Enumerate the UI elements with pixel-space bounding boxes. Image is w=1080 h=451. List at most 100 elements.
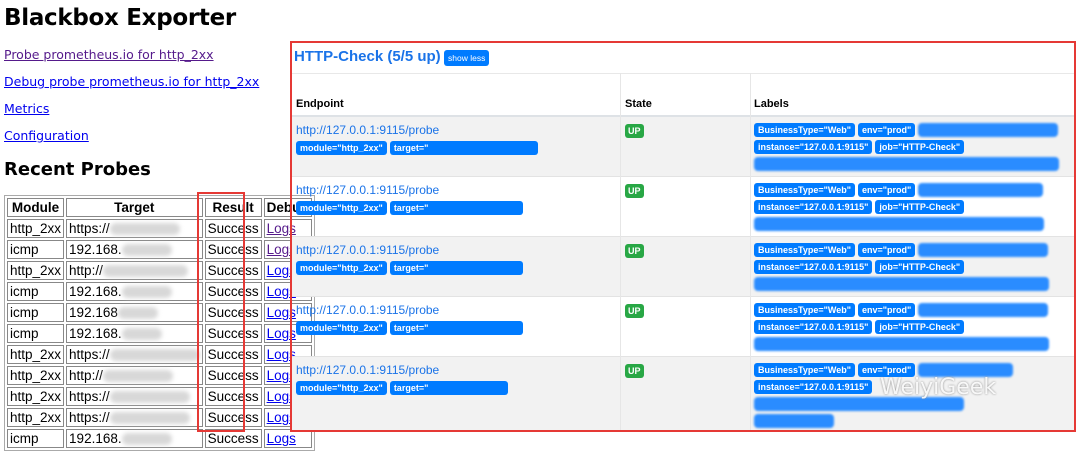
target-badge: target=" <box>389 201 524 215</box>
redacted-target <box>109 412 190 425</box>
job-title[interactable]: HTTP-Check (5/5 up) <box>294 48 441 65</box>
redacted-target <box>121 328 162 341</box>
label-env: env="prod" <box>857 123 916 137</box>
label-instance: instance="127.0.0.1:9115" <box>754 200 873 214</box>
labels: BusinessType="Web" env="prod" instance="1… <box>754 303 1074 354</box>
target-cell: https:// <box>66 345 203 364</box>
col-endpoint: Endpoint <box>296 98 344 110</box>
logs-link[interactable]: Logs <box>266 284 296 299</box>
result-cell: Success <box>204 240 262 259</box>
target-text: 192.168. <box>69 242 122 257</box>
probe-row: icmp 192.168. Success Logs <box>7 324 312 343</box>
logs-link[interactable]: Logs <box>266 326 296 341</box>
endpoint-params: module="http_2xx" target=" <box>296 261 526 279</box>
target-badge: target=" <box>389 381 509 395</box>
target-text: http:// <box>69 368 103 383</box>
target-badge: target=" <box>389 141 539 155</box>
target-cell: http:// <box>66 261 203 280</box>
result-column-highlight <box>197 192 245 432</box>
logs-link[interactable]: Logs <box>266 389 296 404</box>
redacted-label <box>918 123 1059 137</box>
debug-cell: Logs <box>263 345 312 364</box>
logs-link[interactable]: Logs <box>266 263 296 278</box>
target-cell: 192.168. <box>66 240 203 259</box>
metrics-link[interactable]: Metrics <box>4 101 50 116</box>
module-badge: module="http_2xx" <box>296 321 387 335</box>
redacted-target <box>121 244 172 257</box>
logs-link[interactable]: Logs <box>266 305 296 320</box>
result-cell: Success <box>204 324 262 343</box>
redacted-label <box>754 277 1049 291</box>
label-business-type: BusinessType="Web" <box>754 123 855 137</box>
show-less-button[interactable]: show less <box>444 50 490 66</box>
label-job: job="HTTP-Check" <box>875 140 965 154</box>
endpoint-params: module="http_2xx" target=" <box>296 201 526 219</box>
result-cell: Success <box>204 282 262 301</box>
label-env: env="prod" <box>857 183 916 197</box>
target-cell: 192.168. <box>66 324 203 343</box>
redacted-target <box>121 433 172 446</box>
logs-link[interactable]: Logs <box>266 221 296 236</box>
configuration-link[interactable]: Configuration <box>4 128 89 143</box>
probe-link[interactable]: Probe prometheus.io for http_2xx <box>4 47 214 62</box>
endpoint-params: module="http_2xx" target=" <box>296 321 526 339</box>
module-cell: http_2xx <box>7 366 65 385</box>
target-row: http://127.0.0.1:9115/probe module="http… <box>292 297 1074 357</box>
logs-link[interactable]: Logs <box>266 410 296 425</box>
state-badge: UP <box>625 304 644 318</box>
target-text: 192.168 <box>69 305 118 320</box>
result-cell: Success <box>204 303 262 322</box>
target-row: http://127.0.0.1:9115/probe module="http… <box>292 357 1074 430</box>
target-row: http://127.0.0.1:9115/probe module="http… <box>292 117 1074 177</box>
target-text: https:// <box>69 221 110 236</box>
endpoint-link[interactable]: http://127.0.0.1:9115/probe <box>296 183 440 197</box>
label-env: env="prod" <box>857 243 916 257</box>
redacted-label <box>918 303 1049 317</box>
endpoint-link[interactable]: http://127.0.0.1:9115/probe <box>296 123 440 137</box>
result-cell: Success <box>204 219 262 238</box>
redacted-target <box>109 391 190 404</box>
redacted-label <box>918 363 1014 377</box>
module-cell: http_2xx <box>7 219 65 238</box>
redacted-label <box>754 397 964 411</box>
redacted-label <box>754 157 1059 171</box>
logs-link[interactable]: Logs <box>266 347 296 362</box>
recent-probes-table: Module Target Result Debug http_2xx http… <box>4 195 315 451</box>
probe-row: http_2xx https:// Success Logs <box>7 408 312 427</box>
endpoint-link[interactable]: http://127.0.0.1:9115/probe <box>296 363 440 377</box>
col-state: State <box>625 98 652 110</box>
module-cell: icmp <box>7 303 65 322</box>
label-business-type: BusinessType="Web" <box>754 243 855 257</box>
divider <box>750 73 751 430</box>
redacted-label <box>918 183 1044 197</box>
endpoint-link[interactable]: http://127.0.0.1:9115/probe <box>296 303 440 317</box>
target-cell: 192.168. <box>66 282 203 301</box>
col-target: Target <box>66 198 203 217</box>
label-instance: instance="127.0.0.1:9115" <box>754 260 873 274</box>
target-badge: target=" <box>389 321 524 335</box>
module-cell: http_2xx <box>7 387 65 406</box>
label-instance: instance="127.0.0.1:9115" <box>754 140 873 154</box>
debug-probe-link[interactable]: Debug probe prometheus.io for http_2xx <box>4 74 260 89</box>
probe-row: icmp 192.168 Success Logs <box>7 303 312 322</box>
target-cell: https:// <box>66 219 203 238</box>
label-job: job="HTTP-Check" <box>875 260 965 274</box>
target-cell: http:// <box>66 366 203 385</box>
redacted-target <box>121 286 172 299</box>
endpoint-params: module="http_2xx" target=" <box>296 381 511 399</box>
module-cell: http_2xx <box>7 408 65 427</box>
result-cell: Success <box>204 387 262 406</box>
state-badge: UP <box>625 364 644 378</box>
label-instance: instance="127.0.0.1:9115" <box>754 380 873 394</box>
logs-link[interactable]: Logs <box>266 368 296 383</box>
recent-probes-heading: Recent Probes <box>4 159 151 180</box>
state-badge: UP <box>625 124 644 138</box>
target-cell: https:// <box>66 387 203 406</box>
watermark: WeiyiGeek <box>880 375 997 400</box>
redacted-label <box>754 217 1044 231</box>
label-job: job="HTTP-Check" <box>875 200 965 214</box>
endpoint-link[interactable]: http://127.0.0.1:9115/probe <box>296 243 440 257</box>
divider <box>620 73 621 430</box>
logs-link[interactable]: Logs <box>266 242 296 257</box>
state-badge: UP <box>625 184 644 198</box>
